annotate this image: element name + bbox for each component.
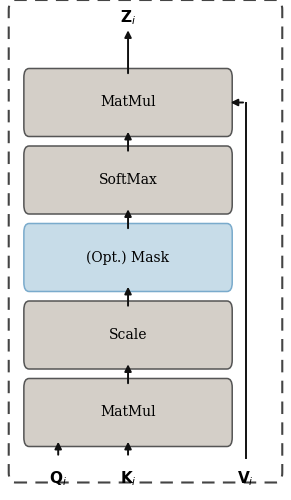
FancyBboxPatch shape bbox=[24, 68, 232, 136]
FancyBboxPatch shape bbox=[24, 224, 232, 292]
FancyBboxPatch shape bbox=[24, 378, 232, 446]
Text: $\mathbf{K}_{i}$: $\mathbf{K}_{i}$ bbox=[120, 470, 136, 488]
Text: MatMul: MatMul bbox=[100, 406, 156, 419]
FancyBboxPatch shape bbox=[24, 301, 232, 369]
Text: Scale: Scale bbox=[109, 328, 147, 342]
FancyBboxPatch shape bbox=[24, 146, 232, 214]
Text: $\mathbf{Q}_{i}$: $\mathbf{Q}_{i}$ bbox=[49, 470, 67, 488]
Text: SoftMax: SoftMax bbox=[99, 173, 157, 187]
Text: MatMul: MatMul bbox=[100, 96, 156, 110]
Text: $\mathbf{V}_{i}$: $\mathbf{V}_{i}$ bbox=[237, 470, 254, 488]
Text: $\mathbf{Z}_{i}$: $\mathbf{Z}_{i}$ bbox=[120, 8, 136, 27]
Text: (Opt.) Mask: (Opt.) Mask bbox=[86, 250, 170, 264]
